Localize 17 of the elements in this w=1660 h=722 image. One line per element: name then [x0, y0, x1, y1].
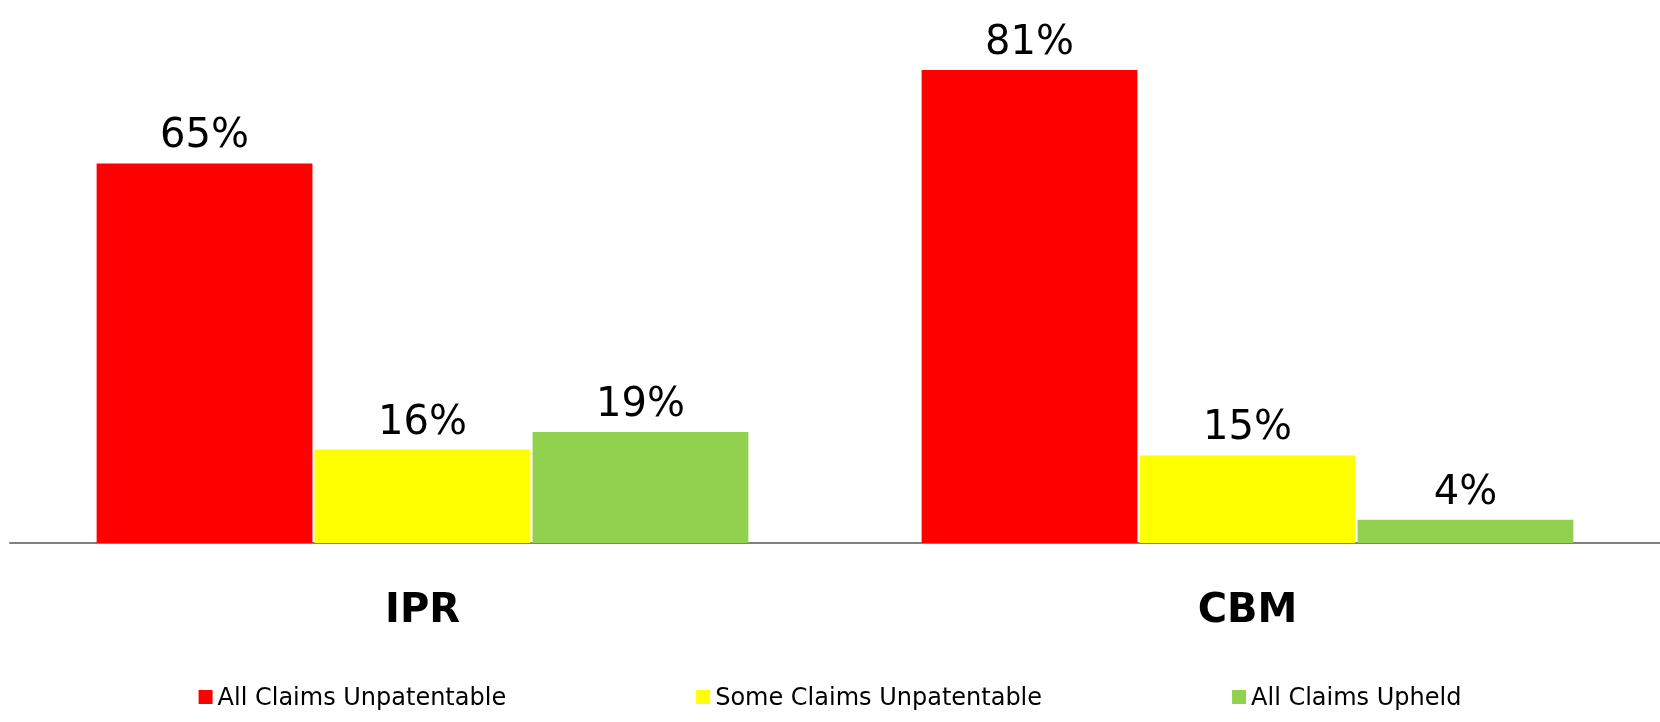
- data-label: 19%: [596, 379, 685, 426]
- data-label: 65%: [160, 110, 249, 157]
- data-label: 15%: [1203, 402, 1292, 449]
- data-label: 4%: [1433, 466, 1498, 513]
- data-label: 16%: [378, 396, 467, 443]
- data-label: 81%: [985, 17, 1074, 63]
- x-tick-label: IPR: [385, 585, 460, 631]
- x-tick-label: CBM: [1197, 585, 1298, 631]
- bar: [1139, 455, 1356, 543]
- bar: [921, 70, 1138, 543]
- bar: [96, 163, 313, 543]
- legend-label: Some Claims Unpatentable: [715, 683, 1043, 711]
- bar: [314, 449, 531, 543]
- legend-label: All Claims Upheld: [1251, 683, 1462, 711]
- bar: [1357, 519, 1574, 543]
- legend-label: All Claims Unpatentable: [217, 683, 507, 711]
- bar: [532, 432, 749, 543]
